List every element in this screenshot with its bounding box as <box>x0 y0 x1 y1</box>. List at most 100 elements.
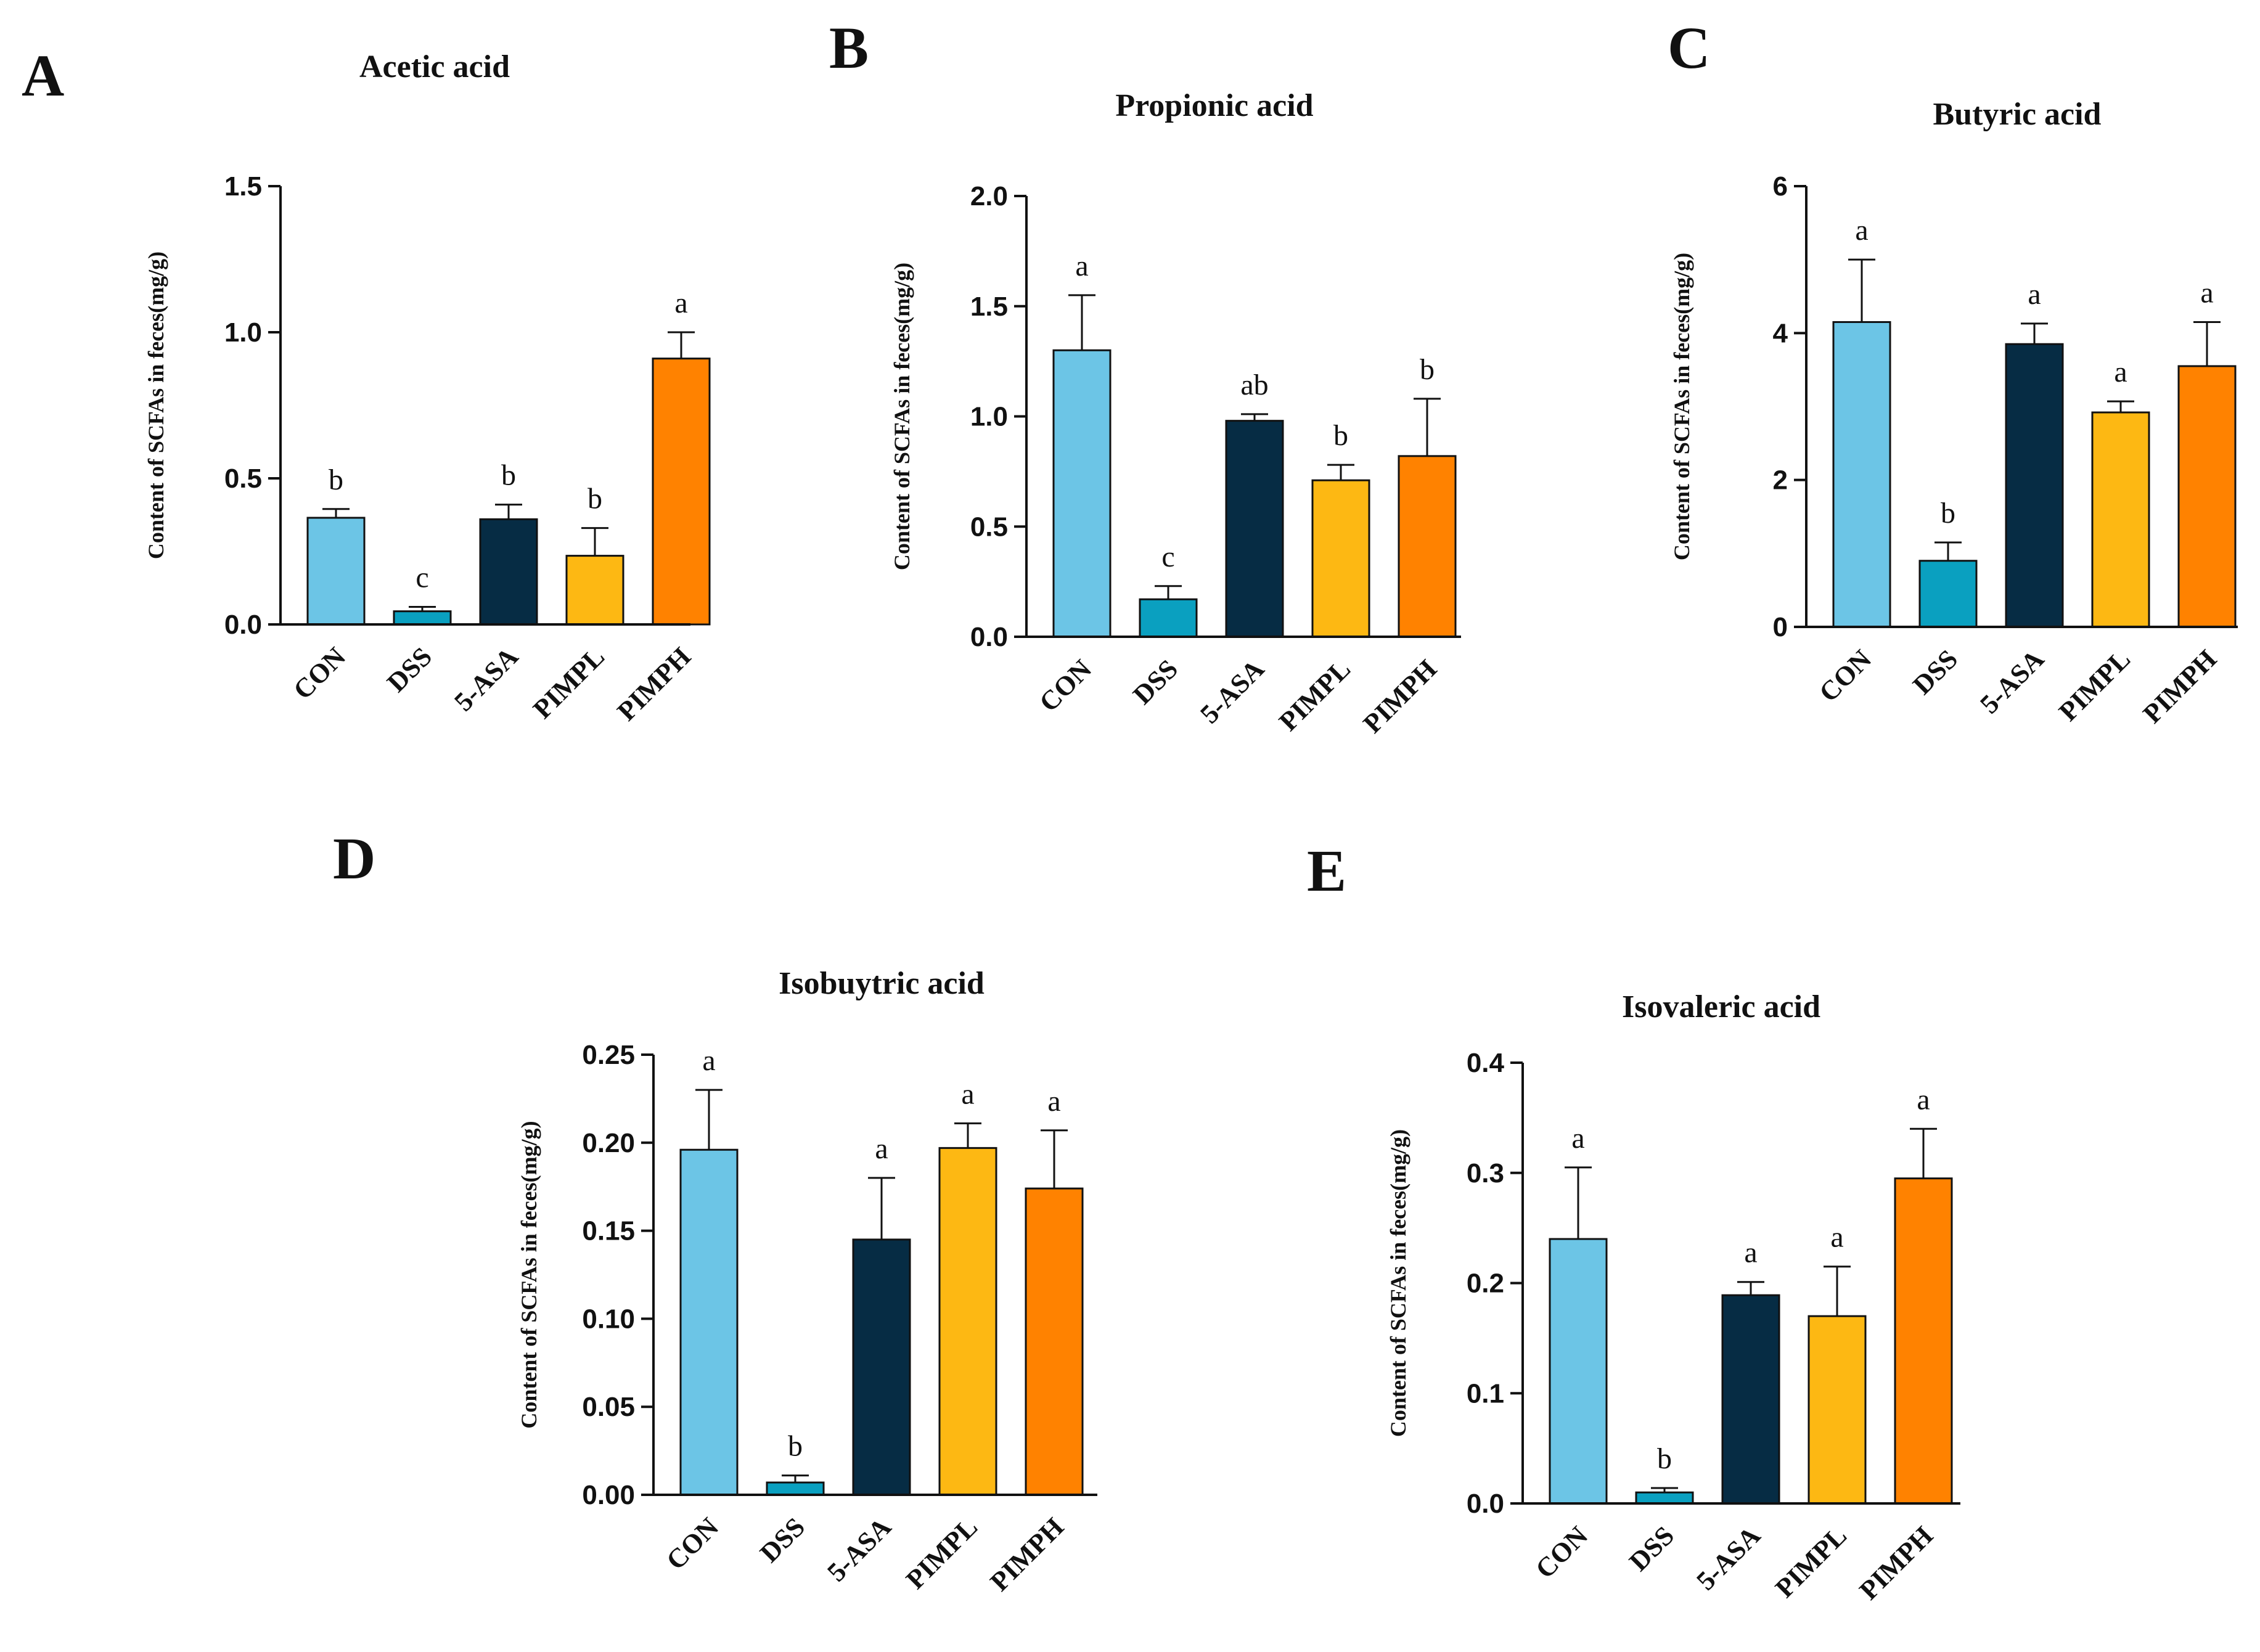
significance-label: b <box>329 464 343 496</box>
significance-label: b <box>788 1430 803 1463</box>
y-tick-label: 0.0 <box>224 610 262 640</box>
bar-dss <box>1635 1491 1694 1505</box>
x-tick-label: CON <box>1033 653 1097 718</box>
significance-label: b <box>1941 497 1955 530</box>
y-tick-label: 1.0 <box>970 402 1008 432</box>
chart-title: Isovaleric acid <box>1622 989 1820 1024</box>
bar-dss <box>393 610 452 626</box>
significance-label: a <box>702 1044 715 1077</box>
y-axis-label: Content of SCFAs in feces(mg/g) <box>1669 253 1694 560</box>
y-axis-label: Content of SCFAs in feces(mg/g) <box>517 1121 541 1428</box>
x-tick-label: DSS <box>1907 644 1963 700</box>
significance-label: a <box>875 1132 888 1165</box>
y-tick-label: 1.0 <box>224 317 262 348</box>
y-tick-label: 0.20 <box>582 1128 635 1158</box>
significance-label: b <box>1420 353 1435 386</box>
panel-letter: C <box>1668 15 1710 81</box>
panel-e: E Isovaleric acid Content of SCFAs in fece… <box>1307 838 1960 1606</box>
bar-pimpl <box>938 1147 997 1496</box>
x-tick-label: CON <box>287 641 351 705</box>
y-tick-label: 0.05 <box>582 1392 635 1422</box>
significance-label: a <box>1855 214 1868 247</box>
y-tick-label: 1.5 <box>224 171 262 202</box>
x-tick-label: 5-ASA <box>448 641 524 717</box>
chart-title: Butyric acid <box>1933 97 2102 132</box>
significance-label: ab <box>1240 369 1268 401</box>
significance-label: b <box>588 483 602 515</box>
bar-5-asa <box>479 518 538 626</box>
significance-label: a <box>1047 1085 1060 1118</box>
bar-5-asa <box>2005 343 2064 628</box>
y-tick-label: 0 <box>1773 612 1788 642</box>
y-tick-label: 6 <box>1773 171 1788 202</box>
bar-con <box>306 517 366 626</box>
y-tick-label: 0.1 <box>1467 1378 1504 1409</box>
x-tick-label: PIMPH <box>2137 644 2222 729</box>
significance-label: a <box>1744 1237 1757 1269</box>
significance-label: b <box>1657 1442 1672 1475</box>
x-tick-label: PIMPL <box>527 641 610 724</box>
x-tick-label: CON <box>660 1511 724 1576</box>
y-tick-label: 0.10 <box>582 1304 635 1334</box>
x-tick-label: DSS <box>754 1511 811 1568</box>
significance-label: c <box>416 562 428 594</box>
y-tick-label: 0.15 <box>582 1216 635 1246</box>
chart-title: Isobuytric acid <box>779 966 985 1001</box>
x-tick-label: 5-ASA <box>1194 653 1270 729</box>
bar-pimph <box>2177 365 2237 628</box>
significance-label: a <box>1571 1122 1584 1155</box>
bar-con <box>679 1148 739 1496</box>
bar-dss <box>1918 560 1978 628</box>
significance-label: a <box>1830 1221 1843 1254</box>
panel-letter: E <box>1307 838 1346 904</box>
bar-pimph <box>1398 455 1457 638</box>
panel-letter: A <box>22 43 64 108</box>
y-axis-label: Content of SCFAs in feces(mg/g) <box>144 251 168 559</box>
y-tick-label: 2 <box>1773 465 1788 496</box>
x-tick-label: 5-ASA <box>1690 1520 1766 1596</box>
bar-5-asa <box>1721 1294 1780 1505</box>
chart-title: Propionic acid <box>1115 88 1313 123</box>
bar-5-asa <box>852 1238 911 1496</box>
bar-pimpl <box>565 555 624 626</box>
bar-pimph <box>1894 1177 1953 1505</box>
x-tick-label: DSS <box>381 641 438 698</box>
significance-label: b <box>501 459 516 492</box>
y-tick-label: 0.00 <box>582 1480 635 1510</box>
panel-b: B Propionic acid Content of SCFAs in feces… <box>829 15 1461 739</box>
significance-label: a <box>674 287 687 319</box>
x-tick-label: PIMPH <box>1357 653 1443 738</box>
panel-c: C Butyric acid Content of SCFAs in feces(m… <box>1668 15 2238 729</box>
significance-label: b <box>1333 419 1348 452</box>
significance-label: a <box>1075 250 1088 282</box>
significance-label: a <box>2200 276 2213 309</box>
bar-dss <box>1139 598 1198 638</box>
y-axis-label: Content of SCFAs in feces(mg/g) <box>1386 1129 1410 1437</box>
bar-pimpl <box>2091 411 2150 628</box>
bar-con <box>1052 349 1112 638</box>
x-tick-label: 5-ASA <box>821 1511 897 1587</box>
y-tick-label: 0.5 <box>224 464 262 494</box>
y-tick-label: 2.0 <box>970 181 1008 211</box>
x-tick-label: PIMPH <box>985 1511 1070 1597</box>
x-tick-label: CON <box>1529 1520 1594 1584</box>
x-tick-label: PIMPH <box>612 641 697 726</box>
bar-con <box>1549 1238 1608 1505</box>
bar-pimph <box>1025 1187 1084 1496</box>
bar-dss <box>766 1481 825 1496</box>
significance-label: a <box>2028 278 2041 311</box>
panel-letter: B <box>829 15 869 81</box>
y-tick-label: 0.4 <box>1467 1048 1505 1078</box>
x-tick-label: DSS <box>1623 1520 1680 1577</box>
x-tick-label: PIMPH <box>1854 1520 1939 1605</box>
x-tick-label: 5-ASA <box>1974 644 2050 719</box>
y-tick-label: 1.5 <box>970 292 1008 322</box>
significance-label: a <box>961 1077 974 1110</box>
y-tick-label: 0.2 <box>1467 1269 1504 1299</box>
significance-label: a <box>2114 356 2127 388</box>
x-tick-label: PIMPL <box>1273 653 1356 737</box>
y-tick-label: 0.25 <box>582 1040 635 1070</box>
chart-title: Acetic acid <box>359 49 510 84</box>
y-tick-label: 0.0 <box>1467 1489 1504 1519</box>
